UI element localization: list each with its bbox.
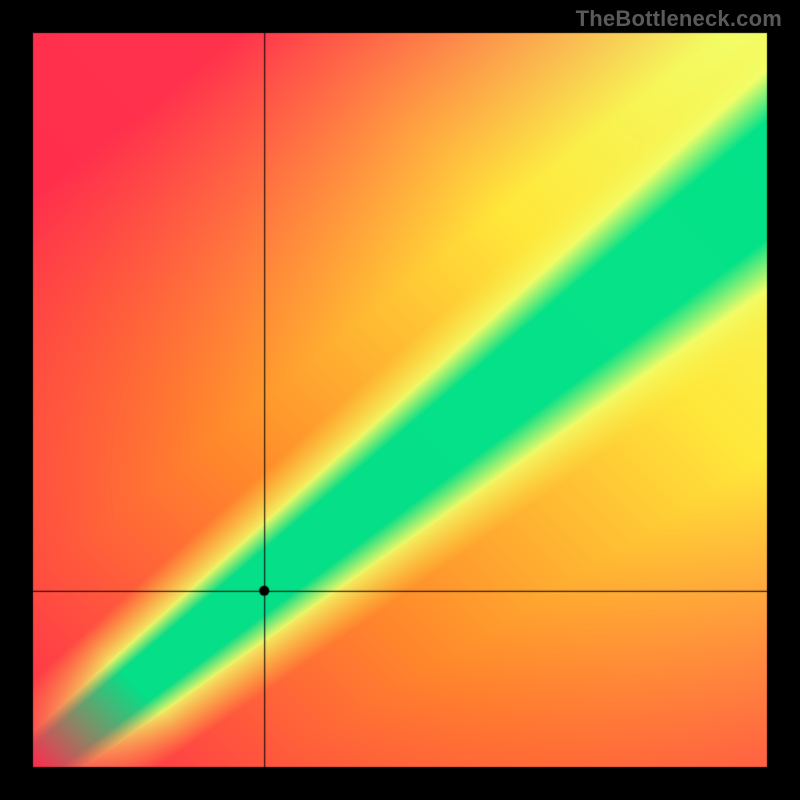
watermark-label: TheBottleneck.com — [576, 6, 782, 32]
bottleneck-heatmap — [0, 0, 800, 800]
